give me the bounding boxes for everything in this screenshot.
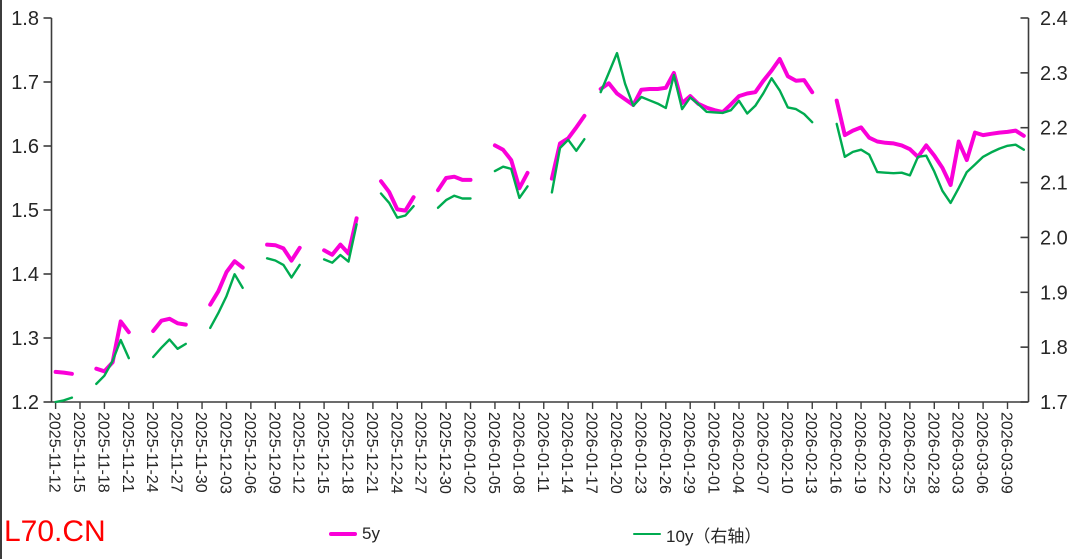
x-axis-tick-label: 2025-12-18 (338, 412, 355, 494)
y-axis-right-tick-label: 1.8 (1040, 337, 1068, 359)
x-axis-tick-label: 2026-02-28 (924, 412, 941, 494)
x-axis-tick-label: 2025-11-27 (168, 412, 185, 493)
y-axis-right-tick-label: 2.2 (1040, 118, 1068, 140)
y-axis-left-tick-label: 1.6 (11, 136, 39, 158)
series-10y-line (54, 51, 1025, 404)
x-axis-tick-label: 2026-03-03 (949, 412, 966, 494)
y-axis-right-tick-label: 2.0 (1040, 227, 1068, 249)
x-axis-tick-label: 2025-12-30 (436, 412, 453, 494)
series-segment (492, 143, 530, 191)
x-axis-tick-label: 2025-11-12 (46, 412, 63, 493)
legend-label-5y: 5y (362, 524, 380, 543)
x-axis-tick-label: 2026-02-13 (802, 412, 819, 494)
legend-item-10y: 10y（右轴） (633, 524, 762, 546)
watermark: L70.CN (4, 515, 106, 548)
series-segment (208, 259, 245, 307)
series-segment (379, 179, 416, 213)
x-axis-tick-label: 2026-01-14 (558, 412, 575, 494)
y-axis-right: 2.4 2.3 2.2 2.1 2.0 1.9 1.8 1.7 (1020, 8, 1068, 414)
x-axis-tick-label: 2025-12-09 (265, 412, 282, 494)
x-axis-tick-label: 2026-01-08 (509, 412, 526, 494)
legend-swatch-5y-line (329, 532, 357, 536)
x-axis-tick-label: 2025-11-15 (70, 412, 87, 493)
y-axis-left-tick-label: 1.8 (11, 8, 39, 30)
series-segment (550, 137, 586, 194)
series-segment (53, 369, 74, 376)
series-segment (835, 122, 1025, 205)
series-segment (379, 192, 415, 219)
series-segment (436, 194, 472, 210)
series-segment (265, 242, 302, 263)
x-axis-tick-label: 2026-01-26 (656, 412, 673, 494)
x-axis-tick-label: 2026-03-09 (998, 412, 1015, 494)
y-axis-right-tick-label: 1.9 (1040, 282, 1068, 304)
x-axis-tick-label: 2026-02-07 (753, 412, 770, 494)
series-segment (151, 316, 188, 333)
x-axis-tick-label: 2025-12-24 (387, 412, 404, 494)
x-axis-tick-label: 2026-01-29 (680, 412, 697, 494)
x-axis-tick-label: 2026-02-16 (827, 412, 844, 494)
y-axis-left-tick-label: 1.2 (11, 392, 39, 414)
y-axis-right-tick-label: 2.1 (1040, 173, 1068, 195)
series-segment (549, 113, 587, 181)
x-axis-tick-label: 2026-02-22 (875, 412, 892, 494)
y-axis-left-tick-label: 1.3 (11, 328, 39, 350)
x-axis-tick-label: 2025-11-30 (192, 412, 209, 493)
x-axis-tick-label: 2025-12-12 (290, 412, 307, 494)
y-axis-left-tick-label: 1.7 (11, 72, 39, 94)
legend-swatch-10y-line (633, 532, 661, 536)
x-axis-tick-label: 2026-01-20 (607, 412, 624, 494)
x-axis-tick-label: 2026-02-01 (705, 412, 722, 494)
series-segment (95, 338, 131, 386)
series-segment (322, 223, 358, 264)
x-axis-tick-label: 2026-01-17 (583, 412, 600, 494)
series-segment (598, 57, 815, 115)
x-axis-tick-label: 2025-11-18 (94, 412, 111, 493)
x-axis-tick-label: 2025-12-27 (412, 412, 429, 494)
x-axis-tick-label: 2026-02-10 (778, 412, 795, 494)
series-segment (265, 257, 301, 279)
x-axis-tick-label: 2026-01-02 (461, 412, 478, 494)
y-axis-left: 1.8 1.7 1.6 1.5 1.4 1.3 1.2 (11, 8, 52, 414)
series-segment (54, 396, 74, 404)
y-axis-right-tick-label: 2.3 (1040, 63, 1068, 85)
x-axis-tick-label: 2026-03-06 (973, 412, 990, 494)
y-axis-left-tick-label: 1.5 (11, 200, 39, 222)
series-segment (322, 216, 359, 257)
y-axis-right-tick-label: 1.7 (1040, 392, 1068, 414)
x-axis-tick-label: 2026-02-25 (900, 412, 917, 494)
x-axis-tick-label: 2025-11-24 (143, 412, 160, 493)
legend-label-10y: 10y（右轴） (666, 526, 762, 546)
x-axis-tick-label: 2026-01-11 (534, 412, 551, 493)
series-segment (599, 51, 814, 124)
left-frame-line (0, 0, 2, 559)
x-axis-tick-label: 2025-12-15 (314, 412, 331, 494)
x-axis-tick-label: 2025-12-06 (241, 412, 258, 494)
x-axis-tick-label: 2025-11-21 (119, 412, 136, 493)
y-axis-right-tick-label: 2.4 (1040, 8, 1068, 30)
x-axis-tick-label: 2025-12-03 (216, 412, 233, 494)
series-segment (436, 174, 473, 193)
legend-item-5y: 5y (329, 524, 380, 544)
y-axis-left-tick-label: 1.4 (11, 264, 39, 286)
series-segment (834, 98, 1026, 187)
x-axis-tick-label: 2026-02-19 (851, 412, 868, 494)
x-axis-tick-label: 2026-01-05 (485, 412, 502, 494)
x-axis: 2025-11-12 2025-11-15 2025-11-18 2025-11-21… (46, 402, 1015, 494)
series-segment (151, 338, 188, 359)
series-segment (208, 273, 244, 330)
series-5y-line (53, 57, 1026, 376)
series-segment (493, 165, 529, 200)
x-axis-tick-label: 2026-01-23 (631, 412, 648, 494)
x-axis-tick-label: 2026-02-04 (729, 412, 746, 494)
x-axis-tick-label: 2025-12-21 (363, 412, 380, 494)
